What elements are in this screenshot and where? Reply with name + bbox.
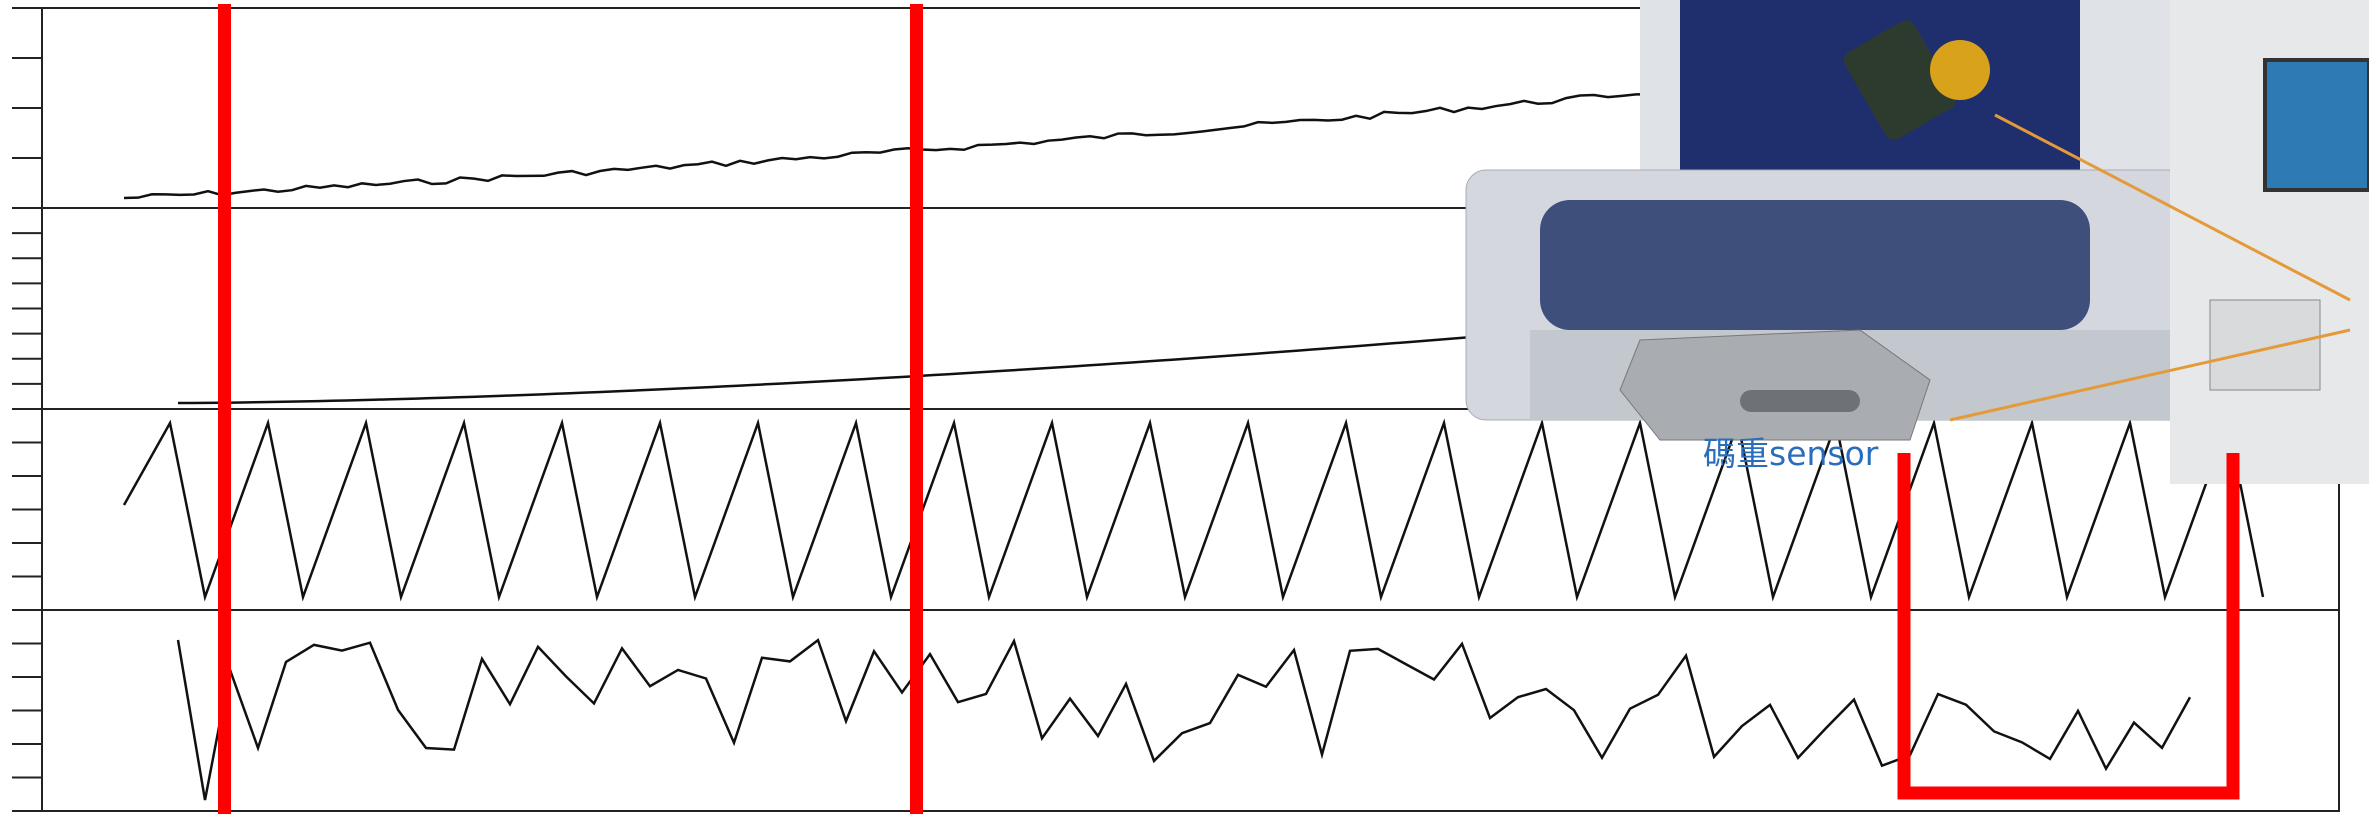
red-bracket <box>1897 453 2240 800</box>
waveform <box>177 332 1509 405</box>
printer <box>2209 299 2321 391</box>
red-marker <box>910 4 923 814</box>
connector-line <box>1949 328 2351 422</box>
load-cell <box>1619 329 1931 441</box>
red-marker <box>218 4 231 814</box>
waveform <box>122 418 2265 602</box>
sensor-label: 碼重sensor <box>1703 434 1879 473</box>
roller <box>1540 200 2090 330</box>
load-cell-slot <box>1740 390 1860 412</box>
waveform <box>176 637 2192 801</box>
waveform <box>123 93 1651 200</box>
encoder-wheel <box>1930 40 1990 100</box>
encoder-sensor <box>1844 20 1956 140</box>
connector-line <box>1994 113 2351 302</box>
monitor <box>2263 58 2369 192</box>
highlights <box>218 4 2240 814</box>
machine-photo: 碼重sensor <box>1465 0 2369 484</box>
